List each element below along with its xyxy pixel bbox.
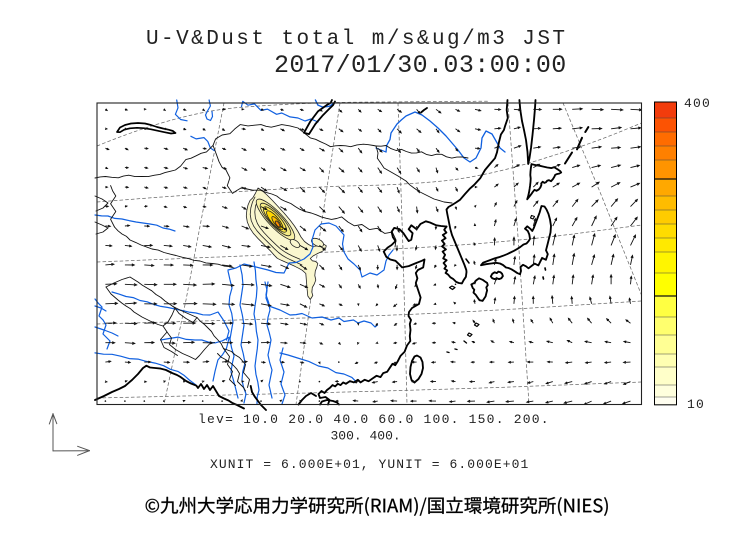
svg-text:lev= 10.0 20.0 40.0 60.0 100.: lev= 10.0 20.0 40.0 60.0 100. 150. 200. bbox=[198, 412, 550, 427]
svg-text:400: 400 bbox=[684, 96, 711, 111]
svg-text:10: 10 bbox=[687, 397, 705, 412]
svg-text:XUNIT = 6.000E+01, YUNIT = 6.0: XUNIT = 6.000E+01, YUNIT = 6.000E+01 bbox=[210, 457, 529, 472]
svg-text:U-V&Dust total m/s&ug/m3 JST: U-V&Dust total m/s&ug/m3 JST bbox=[146, 28, 567, 51]
svg-text:2017/01/30.03:00:00: 2017/01/30.03:00:00 bbox=[274, 51, 567, 80]
svg-text:300. 400.: 300. 400. bbox=[331, 429, 401, 444]
